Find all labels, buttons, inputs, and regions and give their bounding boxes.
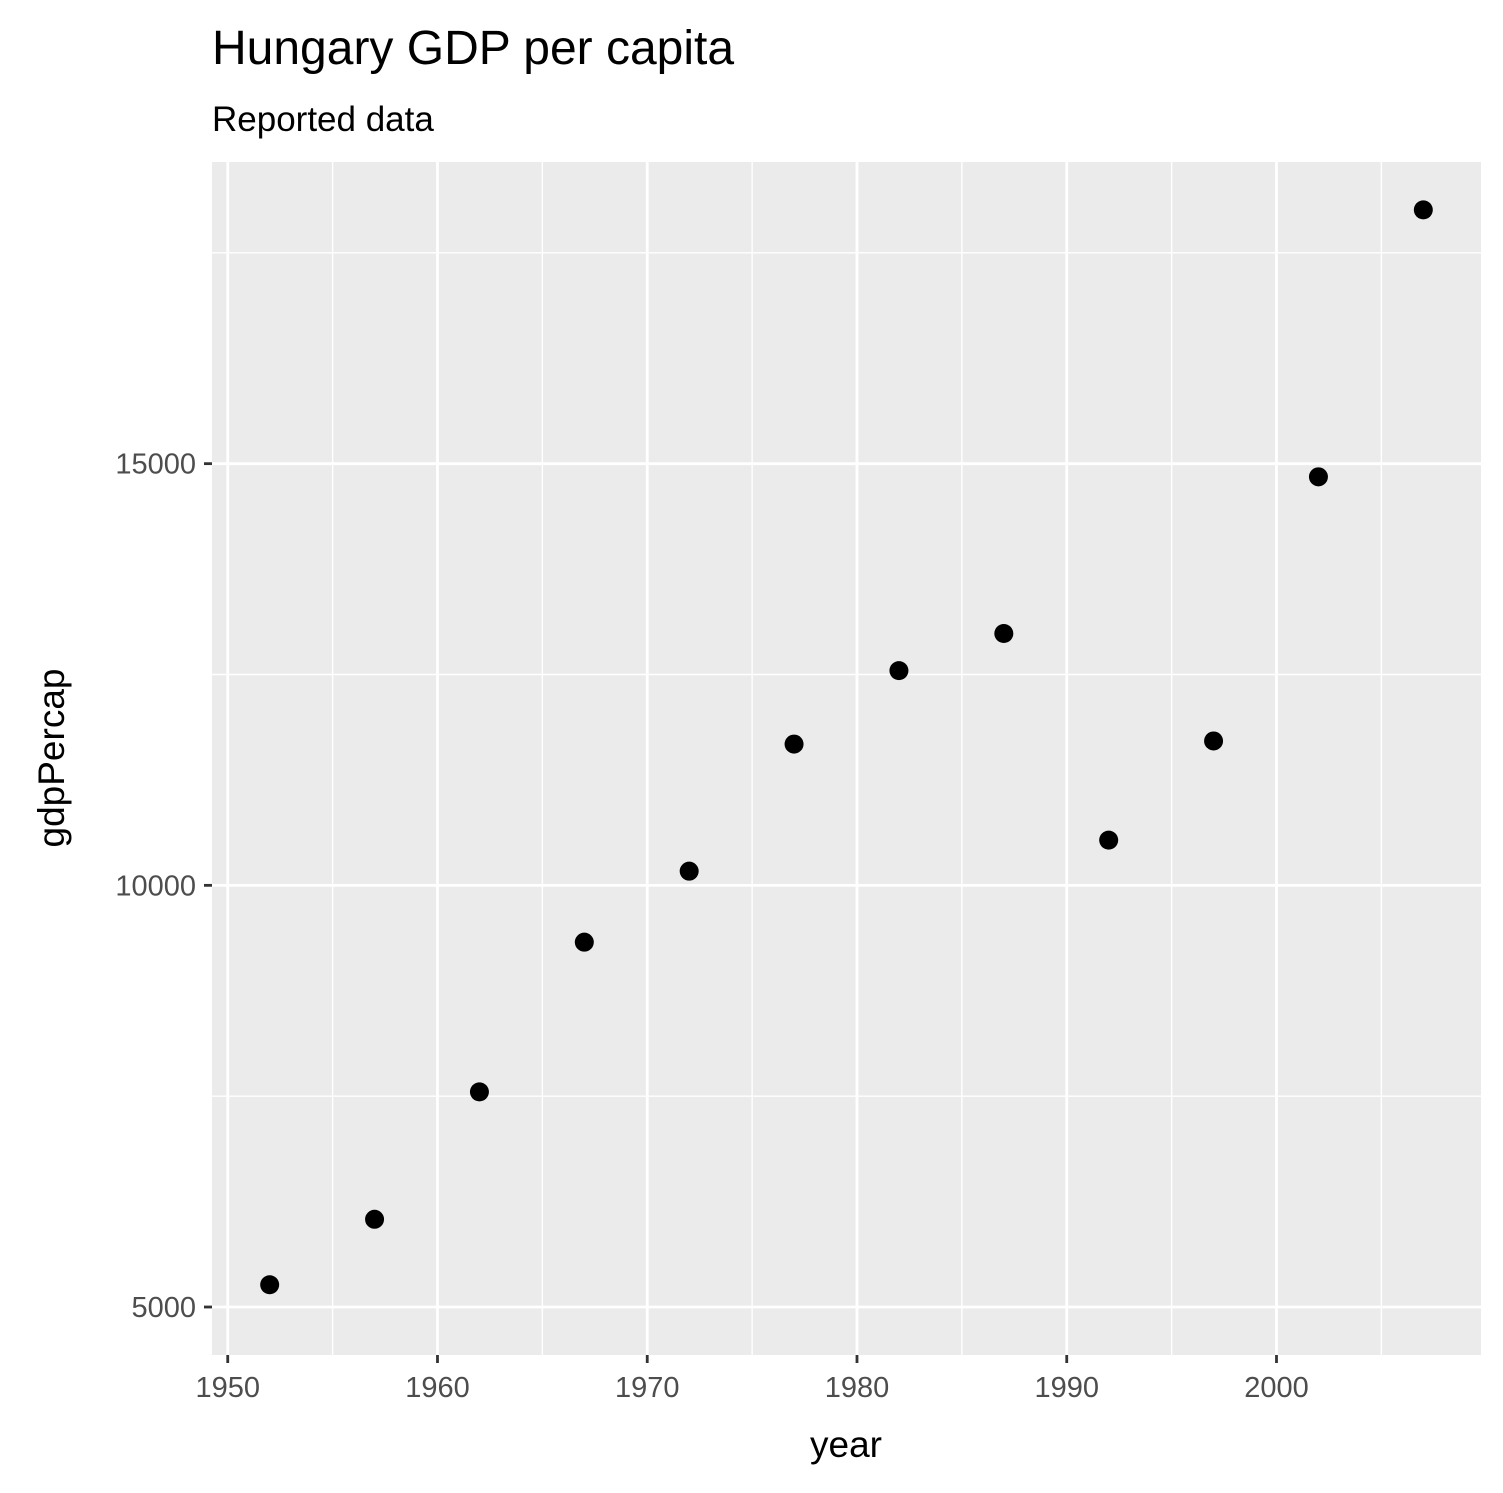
y-tick-label: 5000 [131, 1292, 196, 1324]
minor-gridlines [212, 162, 1481, 1355]
data-points [260, 200, 1433, 1295]
y-tick-label: 10000 [115, 870, 196, 902]
x-tick-label: 1990 [1034, 1372, 1099, 1404]
data-point [469, 1082, 489, 1102]
x-tick-label: 2000 [1244, 1372, 1309, 1404]
chart-title: Hungary GDP per capita [212, 22, 734, 75]
major-gridlines [212, 162, 1481, 1355]
data-point [784, 734, 804, 754]
data-point [260, 1275, 280, 1295]
data-point [1308, 467, 1328, 487]
plot-panel [212, 162, 1481, 1355]
x-tick-label: 1960 [405, 1372, 470, 1404]
chart-subtitle: Reported data [212, 100, 434, 139]
data-point [1413, 200, 1433, 220]
x-tick-label: 1950 [195, 1372, 260, 1404]
data-point [889, 661, 909, 681]
x-tick-label: 1970 [615, 1372, 680, 1404]
x-tick-label: 1980 [825, 1372, 890, 1404]
data-point [1204, 731, 1224, 751]
data-point [574, 932, 594, 952]
data-point [994, 624, 1014, 644]
y-tick-label: 15000 [115, 449, 196, 481]
tick-labels: 1950 1960 1970 1980 1990 2000 5000 10000 15000 [115, 449, 1308, 1404]
x-axis-title: year [810, 1424, 882, 1465]
data-point [679, 861, 699, 881]
axis-ticks [204, 462, 1278, 1363]
data-point [1099, 830, 1119, 850]
data-point [365, 1209, 385, 1229]
y-axis-title: gdpPercap [31, 669, 72, 848]
